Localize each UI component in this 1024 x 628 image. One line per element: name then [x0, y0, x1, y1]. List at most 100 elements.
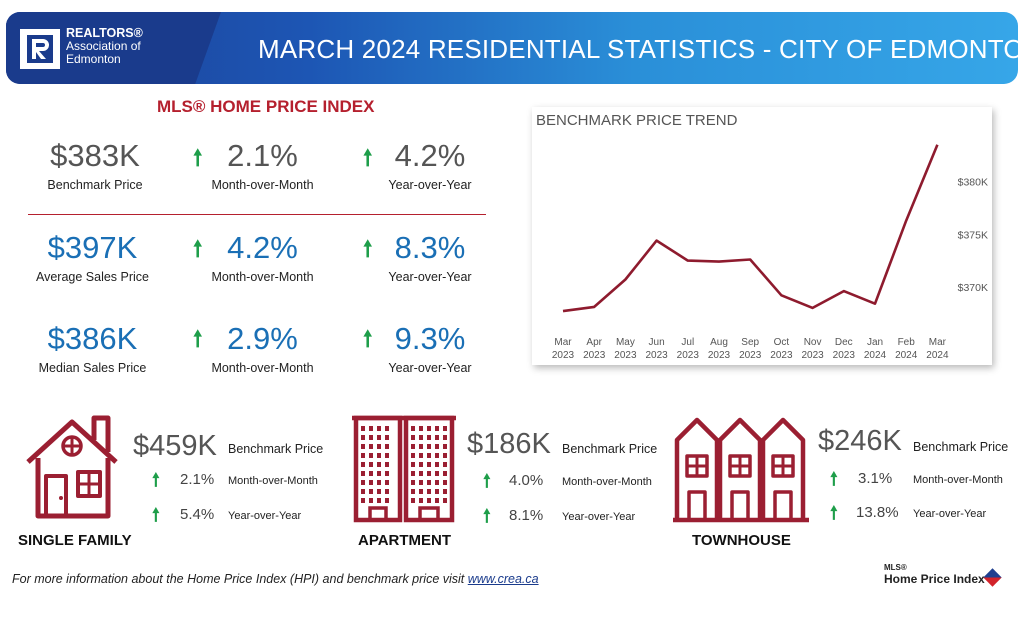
townhouse-price-label: Benchmark Price: [913, 440, 1009, 454]
apartment-window: [435, 480, 439, 485]
apartment-mom: 4.0%: [509, 472, 544, 489]
apartment-window: [411, 471, 415, 476]
apartment-window: [361, 471, 365, 476]
apartment-window: [377, 444, 381, 449]
single-family-mom-label: Month-over-Month: [228, 475, 318, 487]
apartment-window: [369, 498, 373, 503]
section-divider: [28, 214, 486, 215]
apartment-window: [427, 498, 431, 503]
apartment-window: [385, 471, 389, 476]
median-mom-label: Month-over-Month: [211, 361, 314, 375]
mls-logo-top: MLS®: [884, 563, 907, 572]
single-family-label: SINGLE FAMILY: [18, 532, 132, 549]
apartment-window: [411, 426, 415, 431]
benchmark-price-label: Benchmark Price: [47, 178, 143, 192]
up-arrow-icon: 🠕: [363, 326, 373, 351]
benchmark-yoy-stat: 4.2% Year-over-Year: [380, 138, 480, 193]
x-tick-label: Feb 2024: [895, 337, 918, 361]
apartment-window: [361, 435, 365, 440]
apartment-window: [427, 480, 431, 485]
org-line-2: Association of: [66, 39, 141, 53]
townhouse-mom: 3.1%: [858, 470, 893, 487]
apartment-window: [369, 480, 373, 485]
x-tick-label: Mar 2024: [926, 337, 949, 361]
apartment-window: [435, 453, 439, 458]
median-price-stat: $386K Median Sales Price: [30, 322, 155, 376]
up-arrow-icon: 🠕: [152, 470, 160, 490]
apartment-window: [419, 471, 423, 476]
apartment-window: [427, 444, 431, 449]
apartment-window: [377, 462, 381, 467]
median-yoy-stat: 9.3% Year-over-Year: [380, 322, 480, 376]
x-tick-label: Jun 2023: [645, 337, 668, 361]
up-arrow-icon: 🠕: [152, 505, 160, 525]
apartment-building-icon: [352, 415, 456, 523]
apartment-window: [443, 480, 447, 485]
benchmark-mom-label: Month-over-Month: [211, 178, 314, 192]
apartment-window: [377, 435, 381, 440]
apartment-window: [369, 426, 373, 431]
apartment-window: [385, 489, 389, 494]
apartment-window: [411, 435, 415, 440]
apartment-yoy-label: Year-over-Year: [562, 511, 636, 523]
x-tick-label: Nov 2023: [801, 337, 824, 361]
apartment-window: [443, 462, 447, 467]
apartment-window: [369, 462, 373, 467]
apartment-window: [443, 489, 447, 494]
average-mom-value: 4.2%: [227, 230, 298, 265]
average-yoy-value: 8.3%: [394, 230, 466, 265]
apartment-window: [385, 480, 389, 485]
x-tick-label: Aug 2023: [708, 337, 731, 361]
benchmark-yoy-value: 4.2%: [394, 138, 466, 173]
hpi-diamond-icon: [983, 568, 1002, 587]
apartment-window: [419, 462, 423, 467]
apartment-window: [361, 426, 365, 431]
apartment-window: [411, 462, 415, 467]
up-arrow-icon: 🠕: [830, 469, 838, 489]
org-line-1: REALTORS®: [66, 26, 143, 40]
apartment-window: [411, 480, 415, 485]
townhouse-icon: [673, 417, 809, 523]
benchmark-trend-chart: BENCHMARK PRICE TREND $370K $375K $380K Ma…: [532, 107, 992, 365]
average-mom-stat: 4.2% Month-over-Month: [205, 230, 320, 285]
apartment-window: [435, 426, 439, 431]
apartment-yoy: 8.1%: [509, 507, 544, 524]
x-axis-ticks: Mar 2023 Apr 2023 May 2023 Jun 2023 Jul 2023 Aug 20…: [552, 337, 949, 361]
apartment-window: [443, 435, 447, 440]
apartment-window: [411, 453, 415, 458]
crea-link[interactable]: www.crea.ca: [467, 572, 539, 586]
apartment-window: [419, 480, 423, 485]
x-tick-label: Apr 2023: [583, 337, 606, 361]
apartment-window: [369, 453, 373, 458]
average-mom-label: Month-over-Month: [211, 270, 314, 284]
apartment-window: [385, 444, 389, 449]
apartment-window: [377, 426, 381, 431]
apartment-window: [427, 471, 431, 476]
apartment-window: [369, 471, 373, 476]
mls-logo-bottom: Home Price Index: [884, 572, 985, 586]
x-tick-label: Mar 2023: [552, 337, 575, 361]
townhouse-yoy-label: Year-over-Year: [913, 508, 987, 520]
benchmark-yoy-label: Year-over-Year: [388, 178, 472, 192]
benchmark-mom-value: 2.1%: [227, 138, 298, 173]
page-title: MARCH 2024 RESIDENTIAL STATISTICS - CITY…: [258, 34, 1018, 64]
single-family-price-label: Benchmark Price: [228, 442, 324, 456]
apartment-window: [435, 471, 439, 476]
y-tick-label: $375K: [958, 229, 988, 241]
apartment-window: [361, 453, 365, 458]
apartment-window: [427, 462, 431, 467]
y-tick-label: $370K: [958, 282, 988, 294]
hpi-section-title: MLS® HOME PRICE INDEX: [157, 97, 375, 116]
org-name: REALTORS® Association of Edmonton: [66, 27, 143, 66]
footer-text: For more information about the Home Pric…: [12, 572, 468, 586]
up-arrow-icon: 🠕: [193, 236, 203, 261]
townhouse-yoy: 13.8%: [856, 504, 899, 521]
benchmark-series-line: [562, 144, 939, 313]
apartment-window: [443, 453, 447, 458]
single-family-price: $459K: [133, 430, 217, 462]
single-family-house-icon: [26, 415, 118, 519]
apartment-window: [443, 471, 447, 476]
single-family-yoy-label: Year-over-Year: [228, 510, 302, 522]
average-price-label: Average Sales Price: [35, 270, 150, 284]
townhouse-price: $246K: [818, 425, 902, 457]
